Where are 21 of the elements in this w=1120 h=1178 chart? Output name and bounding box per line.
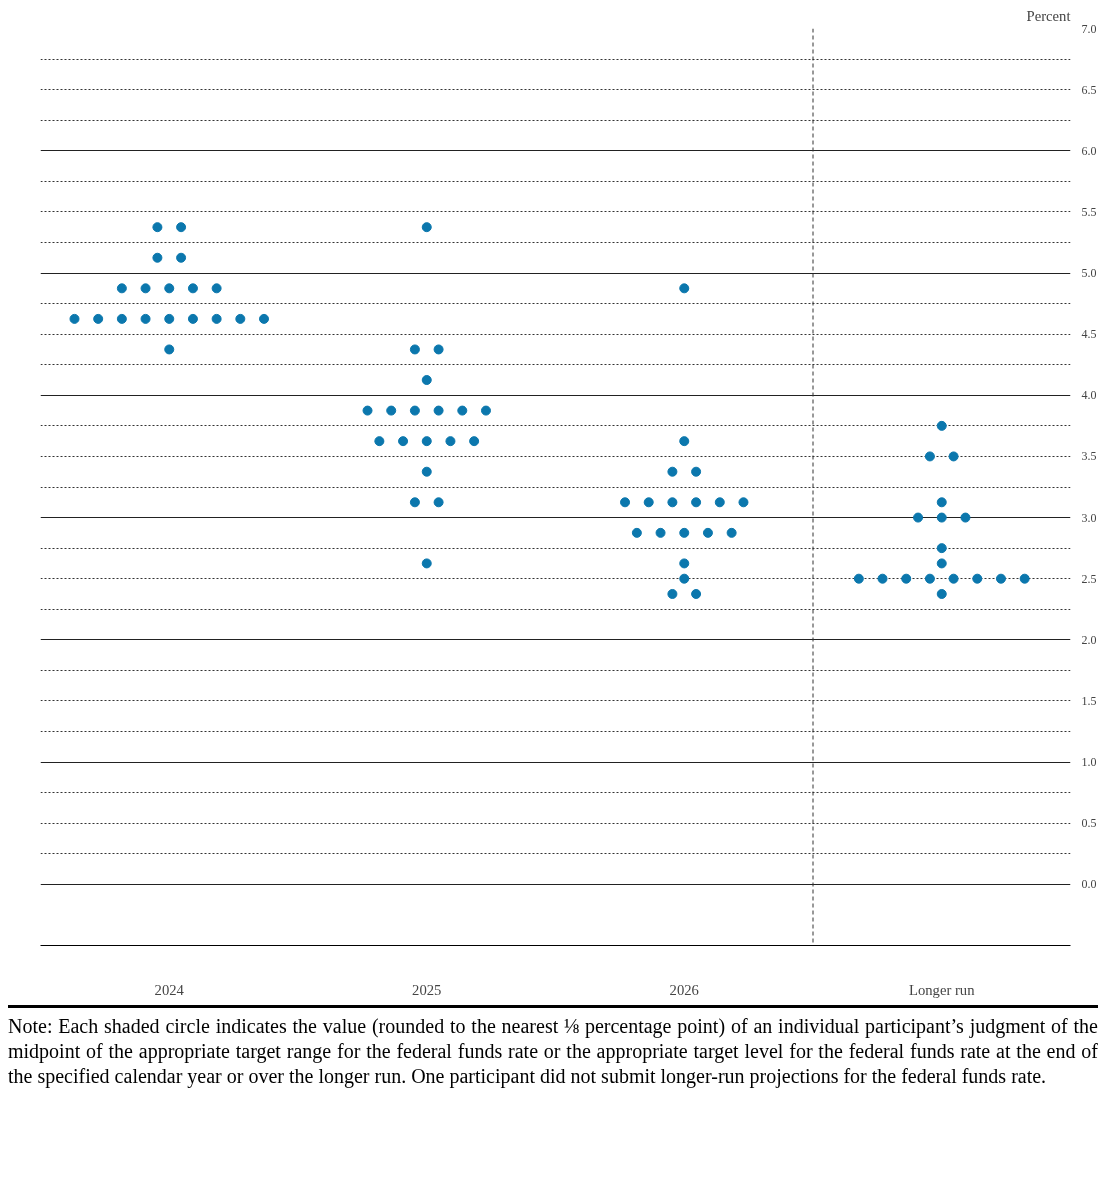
x-tick-label: 2024 bbox=[154, 981, 185, 998]
x-tick-label: 2025 bbox=[412, 981, 442, 998]
y-tick-label: 3.5 bbox=[1081, 449, 1097, 464]
y-tick-label: 2.0 bbox=[1081, 632, 1097, 647]
text: Note: Each shaded circle indicates the value (rounded to the nearest ⅛ percentage point) of an individual participant’s judgment of the midpoint of the appropriate target range for the federal funds rate or the appropriate target level for the federal funds rate at the end of the specified calendar year or over the longer run. One participant did not submit longer-run projections for the federal funds rate. bbox=[8, 1014, 1098, 1089]
y-tick-label: 0.0 bbox=[1081, 877, 1097, 892]
y-tick-label: 6.0 bbox=[1081, 143, 1097, 158]
y-tick-label: 0.5 bbox=[1081, 816, 1097, 831]
y-tick-label: 4.0 bbox=[1081, 388, 1097, 403]
y-axis-title: Percent bbox=[1026, 7, 1071, 24]
y-tick-label: 7.0 bbox=[1081, 21, 1097, 36]
x-tick-label: Longer run bbox=[908, 981, 976, 998]
y-tick-label: 2.5 bbox=[1081, 571, 1097, 586]
x-tick-label: 2026 bbox=[669, 981, 699, 998]
y-tick-label: 4.5 bbox=[1081, 327, 1097, 342]
y-tick-label: 5.0 bbox=[1081, 266, 1097, 281]
y-tick-label: 5.5 bbox=[1081, 204, 1097, 219]
y-tick-label: 1.5 bbox=[1081, 693, 1097, 708]
y-tick-label: 6.5 bbox=[1081, 82, 1097, 97]
y-tick-label: 3.0 bbox=[1081, 510, 1097, 525]
y-tick-label: 1.0 bbox=[1081, 755, 1097, 770]
